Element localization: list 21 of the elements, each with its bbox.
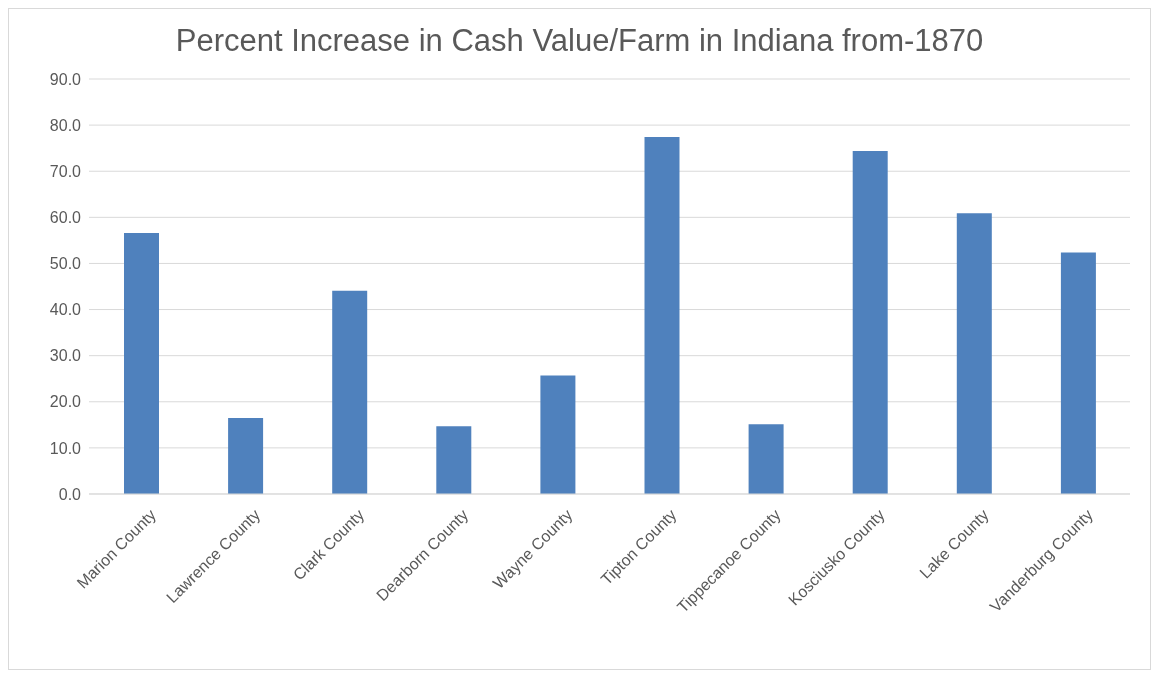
bar <box>332 290 368 494</box>
bar <box>644 137 680 494</box>
y-tick-label: 0.0 <box>58 485 82 503</box>
bar <box>228 417 264 494</box>
bar <box>956 213 992 494</box>
y-tick-label: 70.0 <box>49 162 82 180</box>
bar <box>540 375 576 494</box>
y-tick-label: 60.0 <box>49 209 82 227</box>
y-tick-label: 50.0 <box>49 255 82 273</box>
chart-title: Percent Increase in Cash Value/Farm in Indiana from-1870 <box>174 23 985 59</box>
bar <box>748 424 784 494</box>
y-tick-label: 20.0 <box>49 393 82 411</box>
bar <box>124 233 159 494</box>
y-tick-label: 80.0 <box>49 116 82 134</box>
bar <box>436 426 472 494</box>
y-tick-label: 30.0 <box>49 347 82 365</box>
y-tick-label: 10.0 <box>49 439 82 457</box>
bar <box>1060 252 1096 494</box>
y-tick-label: 90.0 <box>49 70 82 88</box>
y-tick-label: 40.0 <box>49 301 82 319</box>
bar <box>852 150 888 494</box>
